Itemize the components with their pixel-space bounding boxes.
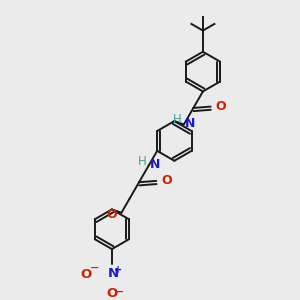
Text: +: + [115, 266, 123, 275]
Text: O: O [161, 174, 172, 188]
Text: H: H [173, 113, 182, 126]
Text: −: − [90, 263, 99, 273]
Text: H: H [138, 155, 147, 168]
Text: O: O [80, 268, 92, 281]
Text: O: O [106, 208, 117, 220]
Text: O: O [215, 100, 226, 113]
Text: N: N [150, 158, 160, 171]
Text: −: − [114, 287, 124, 297]
Text: N: N [108, 267, 119, 280]
Text: N: N [185, 117, 196, 130]
Text: O: O [107, 287, 118, 300]
